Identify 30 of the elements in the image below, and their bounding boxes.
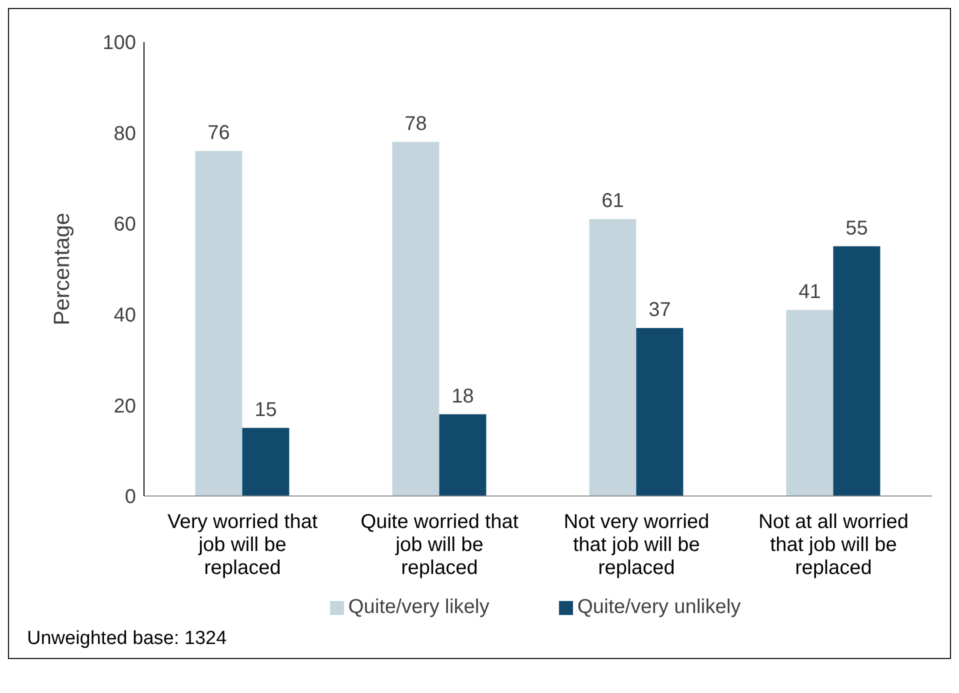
bar [195,150,242,496]
bar [242,428,290,496]
data-label: 18 [452,385,474,408]
bar [589,219,636,496]
y-tick-label: 100 [102,32,136,54]
y-tick-label: 20 [114,395,136,418]
bar [786,310,834,496]
text: Unweighted base: 1324 [26,627,228,651]
bar [636,328,684,496]
data-label: 55 [846,217,868,240]
y-tick-label: 60 [114,214,136,236]
bar [392,142,440,496]
x-tick-label: Not very worried that job will be replaced [564,511,710,579]
data-label: 78 [404,112,427,135]
x-tick-label: Very worried that job will be replaced [167,511,318,579]
legend-label: Quite/very unlikely [577,596,741,618]
y-axis-title: Percentage [48,212,74,326]
y-tick-label: 0 [124,486,136,508]
data-label: 61 [602,190,624,212]
y-tick-label: 40 [114,304,136,326]
data-label: 41 [798,280,821,303]
bar [439,414,486,496]
data-label: 15 [254,398,277,421]
data-label: 37 [648,299,671,322]
legend-label: Quite/very likely [348,596,490,618]
y-tick-label: 80 [114,122,136,145]
data-label: 76 [208,122,230,144]
x-tick-label: Not at all worried that job will be replaced [758,511,909,579]
x-tick-label: Quite worried that job will be replaced [360,511,519,579]
bar [833,246,880,496]
